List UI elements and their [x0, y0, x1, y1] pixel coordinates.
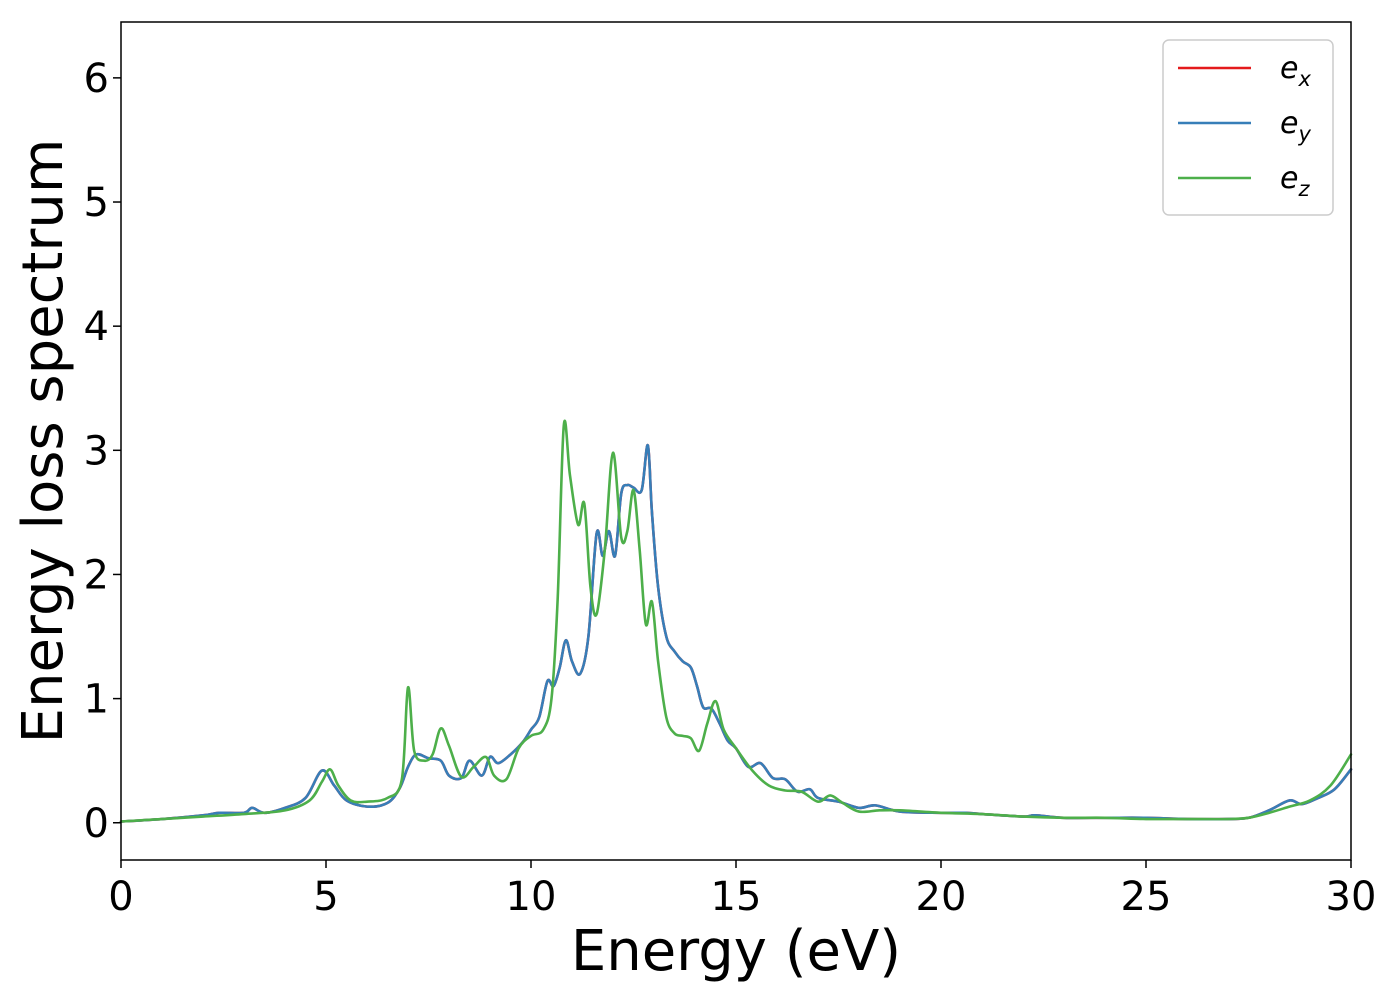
x-tick-label: 15: [711, 874, 762, 920]
y-tick-label: 2: [84, 552, 109, 598]
y-tick-label: 0: [84, 801, 109, 847]
y-axis-label: Energy loss spectrum: [11, 139, 76, 744]
x-tick-label: 25: [1121, 874, 1172, 920]
x-tick-label: 30: [1326, 874, 1377, 920]
plot-area: [121, 22, 1351, 860]
y-tick-label: 6: [84, 56, 109, 102]
series-lines: [119, 419, 1353, 823]
y-tick-label: 4: [84, 304, 109, 350]
legend-box: [1162, 39, 1334, 216]
x-tick-label: 10: [506, 874, 557, 920]
x-axis-label: Energy (eV): [571, 919, 901, 984]
y-axis-ticks: 0 1 2 3 4 5 6: [84, 56, 121, 847]
series-line-z: [119, 419, 1353, 823]
x-axis-ticks: 0 5 10 15 20 25 30: [108, 860, 1376, 920]
y-tick-label: 3: [84, 428, 109, 474]
y-tick-label: 5: [84, 180, 109, 226]
y-tick-label: 1: [84, 677, 109, 723]
x-tick-label: 5: [313, 874, 338, 920]
x-tick-label: 0: [108, 874, 133, 920]
x-tick-label: 20: [916, 874, 967, 920]
